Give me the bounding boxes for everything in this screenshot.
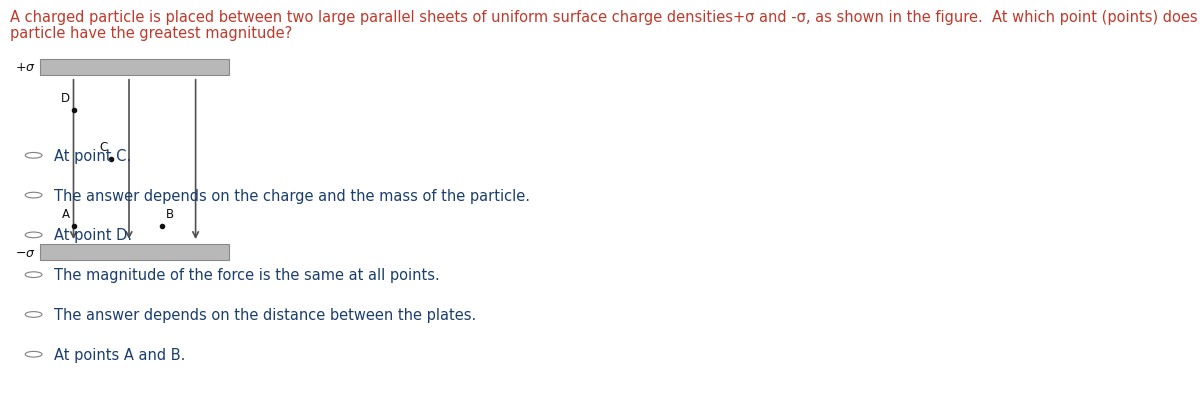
Text: D: D [61, 91, 70, 104]
Text: $+\sigma$: $+\sigma$ [16, 61, 36, 74]
Text: A: A [62, 207, 70, 220]
Text: At points A and B.: At points A and B. [54, 347, 185, 362]
Text: A charged particle is placed between two large parallel sheets of uniform surfac: A charged particle is placed between two… [10, 10, 1200, 25]
Text: B: B [166, 207, 174, 220]
Text: particle have the greatest magnitude?: particle have the greatest magnitude? [10, 26, 292, 41]
Text: The magnitude of the force is the same at all points.: The magnitude of the force is the same a… [54, 268, 439, 282]
Bar [41, 245, 229, 260]
Text: At point C.: At point C. [54, 149, 131, 163]
Bar [41, 60, 229, 75]
Text: C: C [100, 140, 108, 153]
Text: The answer depends on the charge and the mass of the particle.: The answer depends on the charge and the… [54, 188, 530, 203]
Text: At point D.: At point D. [54, 228, 132, 243]
Text: The answer depends on the distance between the plates.: The answer depends on the distance betwe… [54, 307, 476, 322]
Text: $-\sigma$: $-\sigma$ [16, 246, 36, 259]
